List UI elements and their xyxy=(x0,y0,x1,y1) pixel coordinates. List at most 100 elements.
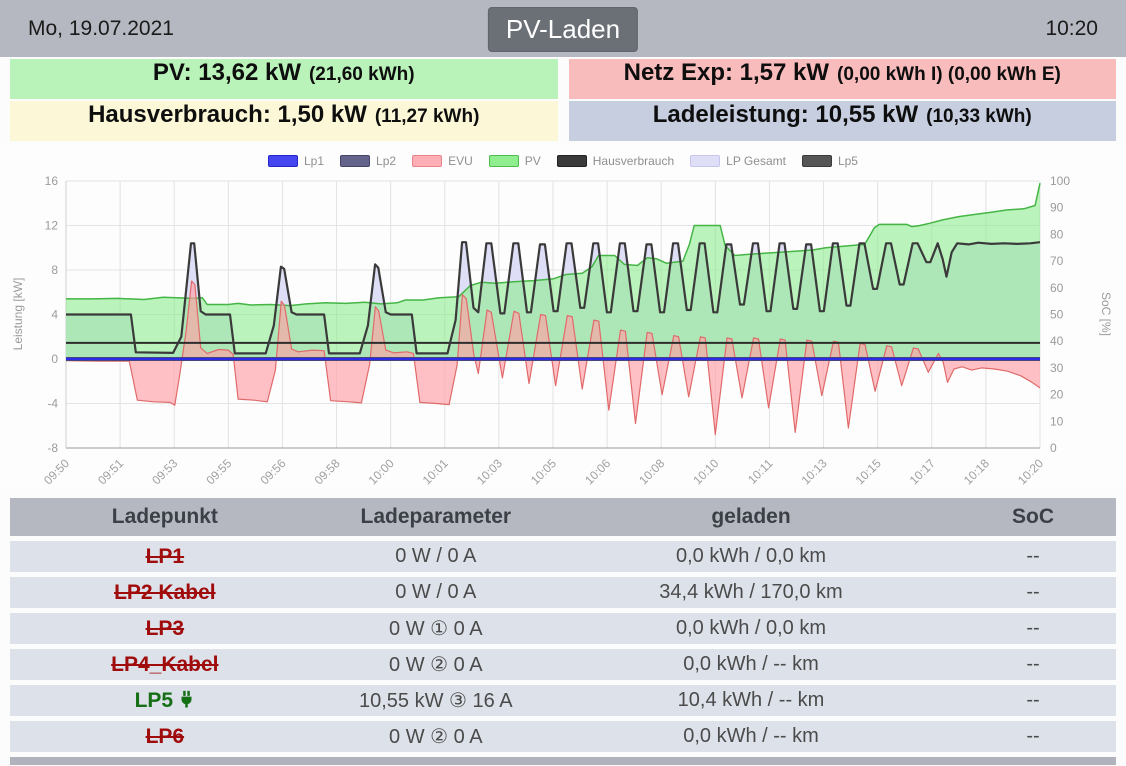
legend-item-lp1[interactable]: Lp1 xyxy=(268,154,324,168)
soc-cell: -- xyxy=(950,577,1116,608)
chargepoint-row-lp4-kabel: LP4_Kabel 0 W ② 0 A 0,0 kWh / -- km -- xyxy=(10,649,1116,680)
chargepoint-row-lp1: LP1 0 W / 0 A 0,0 kWh / 0,0 km -- xyxy=(10,541,1116,572)
house-energy-value: (11,27 kWh) xyxy=(374,106,480,127)
svg-text:100: 100 xyxy=(1050,174,1070,188)
svg-text:09:53: 09:53 xyxy=(149,456,180,487)
status-box-grid: PV: 13,62 kW (21,60 kWh) Netz Exp: 1,57 … xyxy=(10,59,1116,141)
svg-text:70: 70 xyxy=(1050,254,1064,268)
top-bar: Mo, 19.07.2021 PV-Laden 10:20 xyxy=(0,0,1126,57)
legend-item-evu[interactable]: EVU xyxy=(412,154,473,168)
svg-text:4: 4 xyxy=(51,308,58,322)
legend-label: Lp5 xyxy=(837,154,858,168)
svg-text:10:20: 10:20 xyxy=(1015,456,1046,487)
legend-label: EVU xyxy=(448,154,473,168)
charged-amount-cell: 10,4 kWh / -- km xyxy=(551,685,951,716)
legend-swatch xyxy=(690,155,721,167)
charged-amount-cell: 0,0 kWh / 0,0 km xyxy=(551,613,951,644)
chargepoint-name-cell: LP3 xyxy=(10,613,320,644)
svg-text:50: 50 xyxy=(1050,308,1064,322)
soc-cell: -- xyxy=(950,685,1116,716)
chargepoint-name-cell: LP2 Kabel xyxy=(10,577,320,608)
charge-parameter-cell: 0 W ② 0 A xyxy=(319,649,552,680)
charged-amount-cell: 0,0 kWh / -- km xyxy=(551,649,951,680)
next-section-header-partial xyxy=(10,757,1116,765)
chargepoint-name: LP1 xyxy=(145,544,185,568)
svg-text:10:11: 10:11 xyxy=(745,456,776,487)
column-header-geladen: geladen xyxy=(551,498,951,536)
svg-text:10:05: 10:05 xyxy=(528,456,559,487)
charge-parameter-cell: 0 W / 0 A xyxy=(319,577,552,608)
charged-amount-cell: 0,0 kWh / 0,0 km xyxy=(551,541,951,572)
charge-power-box: Ladeleistung: 10,55 kW (10,33 kWh) xyxy=(568,101,1116,141)
legend-label: Lp2 xyxy=(376,154,397,168)
column-header-ladepunkt: Ladepunkt xyxy=(10,498,320,536)
svg-text:-8: -8 xyxy=(47,441,58,455)
legend-label: PV xyxy=(524,154,541,168)
svg-text:10:10: 10:10 xyxy=(690,456,721,487)
legend-swatch xyxy=(556,155,587,167)
charge-mode-button[interactable]: PV-Laden xyxy=(487,7,639,52)
legend-item-lp-gesamt[interactable]: LP Gesamt xyxy=(690,154,786,168)
charge-parameter-cell: 0 W / 0 A xyxy=(319,541,552,572)
svg-text:09:51: 09:51 xyxy=(95,456,126,487)
svg-text:80: 80 xyxy=(1050,227,1064,241)
grid-energy-value: (0,00 kWh I) (0,00 kWh E) xyxy=(837,64,1061,85)
charged-amount-cell: 0,0 kWh / -- km xyxy=(551,721,951,752)
legend-item-lp2[interactable]: Lp2 xyxy=(340,154,396,168)
svg-text:10:18: 10:18 xyxy=(961,456,992,487)
svg-text:40: 40 xyxy=(1050,334,1064,348)
charge-parameter-cell: 0 W ① 0 A xyxy=(319,613,552,644)
soc-cell: -- xyxy=(950,649,1116,680)
svg-text:10:06: 10:06 xyxy=(582,456,613,487)
chargepoint-name: LP5 xyxy=(134,688,174,712)
chart-legend: Lp1 Lp2 EVU PV Hausverbrauch LP Gesamt Lp5 xyxy=(0,145,1126,174)
date-text: Mo, 19.07.2021 xyxy=(28,16,174,40)
svg-text:09:56: 09:56 xyxy=(257,456,288,487)
chargepoint-name: LP2 Kabel xyxy=(114,580,216,604)
legend-item-lp5[interactable]: Lp5 xyxy=(801,154,858,168)
svg-text:90: 90 xyxy=(1050,201,1064,215)
plug-icon xyxy=(181,690,192,707)
legend-item-pv[interactable]: PV xyxy=(488,154,541,168)
legend-label: Hausverbrauch xyxy=(592,154,675,168)
pv-power-value: PV: 13,62 kW xyxy=(152,59,301,86)
legend-swatch xyxy=(340,155,371,167)
svg-text:10:03: 10:03 xyxy=(474,456,505,487)
svg-text:10:00: 10:00 xyxy=(366,456,397,487)
legend-swatch xyxy=(801,155,832,167)
column-header-soc: SoC xyxy=(950,498,1116,536)
svg-text:12: 12 xyxy=(45,219,59,233)
svg-text:0: 0 xyxy=(1050,441,1057,455)
legend-item-hausverbrauch[interactable]: Hausverbrauch xyxy=(556,154,675,168)
legend-label: Lp1 xyxy=(304,154,325,168)
svg-text:10:15: 10:15 xyxy=(853,456,884,487)
chargepoint-name: LP3 xyxy=(145,616,185,640)
chargepoint-name-cell: LP4_Kabel xyxy=(10,649,320,680)
house-power-value: Hausverbrauch: 1,50 kW xyxy=(88,101,367,128)
chargepoint-row-lp6: LP6 0 W ② 0 A 0,0 kWh / -- km -- xyxy=(10,721,1116,752)
legend-swatch xyxy=(488,155,519,167)
svg-text:09:50: 09:50 xyxy=(41,456,72,487)
svg-text:09:58: 09:58 xyxy=(312,456,343,487)
svg-text:09:55: 09:55 xyxy=(203,456,234,487)
svg-text:10:01: 10:01 xyxy=(420,456,451,487)
chargepoint-name: LP6 xyxy=(145,724,185,748)
power-chart-section: Lp1 Lp2 EVU PV Hausverbrauch LP Gesamt Lp5 16 1… xyxy=(0,145,1126,490)
svg-text:20: 20 xyxy=(1050,388,1064,402)
svg-text:-4: -4 xyxy=(47,397,58,411)
svg-text:16: 16 xyxy=(45,174,59,188)
grid-power-value: Netz Exp: 1,57 kW xyxy=(623,59,830,86)
house-consumption-box: Hausverbrauch: 1,50 kW (11,27 kWh) xyxy=(10,101,558,141)
svg-text:10:13: 10:13 xyxy=(799,456,830,487)
grid-status-box: Netz Exp: 1,57 kW (0,00 kWh I) (0,00 kWh… xyxy=(568,59,1116,99)
svg-text:30: 30 xyxy=(1050,361,1064,375)
clock-text: 10:20 xyxy=(1045,16,1098,40)
chargepoint-row-lp2-kabel: LP2 Kabel 0 W / 0 A 34,4 kWh / 170,0 km -- xyxy=(10,577,1116,608)
chargepoint-name-cell: LP5 xyxy=(10,685,320,716)
legend-swatch xyxy=(268,155,298,167)
charged-amount-cell: 34,4 kWh / 170,0 km xyxy=(551,577,951,608)
charge-power-value: Ladeleistung: 10,55 kW xyxy=(652,101,919,128)
charge-parameter-cell: 0 W ② 0 A xyxy=(319,721,552,752)
chargepoint-table: Ladepunkt Ladeparameter geladen SoC LP1 0 W … xyxy=(10,493,1116,757)
